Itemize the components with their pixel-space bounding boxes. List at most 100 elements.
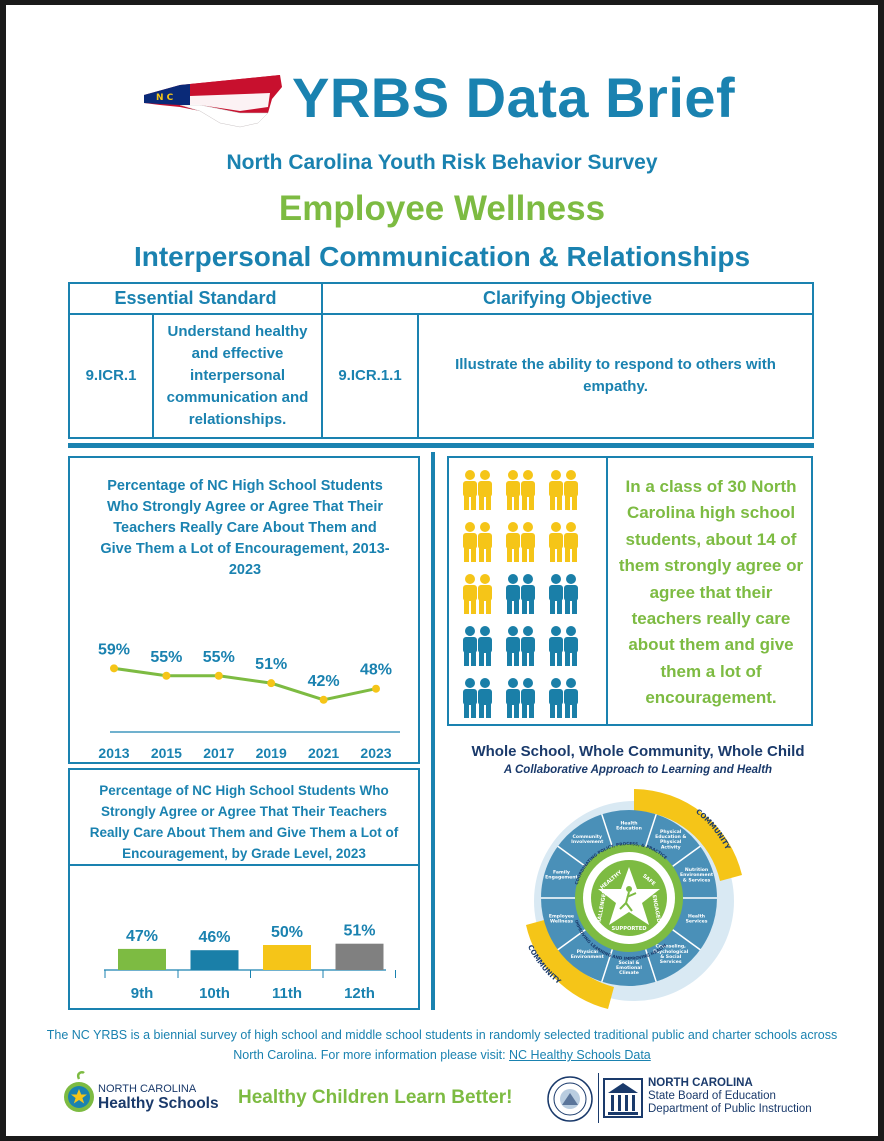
survey-subtitle: North Carolina Youth Risk Behavior Surve…	[226, 151, 658, 174]
grade-tick-9th: 9th	[131, 985, 154, 1002]
grade-label-11th: 50%	[271, 924, 303, 941]
wscc-segment-label: Counseling, Psychological & Social Services	[653, 944, 689, 966]
dpi-building-icon	[603, 1078, 643, 1118]
student-icon	[521, 574, 535, 614]
student-icon	[463, 522, 477, 562]
subtopic-heading: Interpersonal Communication & Relationsh…	[133, 241, 751, 272]
objective-code: 9.ICR.1.1	[321, 313, 419, 439]
tenet-supported: SUPPORTED	[611, 926, 647, 932]
wscc-segment-label: Physical Education & Physical Activity	[655, 829, 686, 851]
student-icon	[521, 678, 535, 718]
student-icon	[521, 626, 535, 666]
column-divider	[431, 452, 435, 1010]
trend-tick-2015: 2015	[151, 745, 182, 761]
trend-label-2015: 55%	[150, 649, 182, 666]
page-title: YRBS Data Brief	[292, 66, 736, 129]
student-icon	[549, 522, 563, 562]
pictogram-text: In a class of 30 North Carolina high sch…	[618, 477, 804, 708]
trend-label-2023: 48%	[360, 662, 392, 679]
student-icon	[506, 470, 520, 510]
student-icon	[564, 470, 578, 510]
student-icon	[463, 470, 477, 510]
logo-separator	[598, 1073, 599, 1123]
dpi-line1: NORTH CAROLINA	[648, 1077, 753, 1089]
trend-label-2021: 42%	[308, 673, 340, 690]
wscc-subtitle: A Collaborative Approach to Learning and…	[503, 764, 773, 776]
student-icon	[463, 574, 477, 614]
student-icon	[549, 574, 563, 614]
student-icon	[478, 678, 492, 718]
objective-text: Illustrate the ability to respond to oth…	[417, 313, 814, 439]
student-icon	[549, 626, 563, 666]
trend-tick-2017: 2017	[203, 745, 234, 761]
wscc-segment-label: Health Services	[686, 913, 708, 924]
community-arc-bottom	[526, 919, 614, 1009]
trend-series-line	[113, 666, 377, 702]
wscc-segment-label: Community Involvement	[571, 834, 604, 845]
grade-bar-11th	[263, 945, 311, 970]
nc-healthy-schools-data-link[interactable]: NC Healthy Schools Data	[509, 1048, 651, 1062]
trend-tick-2013: 2013	[98, 745, 129, 761]
student-icon	[478, 522, 492, 562]
grade-chart-divider	[70, 864, 418, 866]
grade-bar-10th	[190, 950, 239, 970]
dpi-line2: State Board of Education	[648, 1090, 776, 1102]
student-icon	[478, 470, 492, 510]
student-icon	[521, 522, 535, 562]
grade-bar-chart: 47% 9th 46% 10th 50% 11th 51% 12th	[104, 923, 396, 1002]
trend-point-2015	[162, 671, 171, 680]
wscc-segment-label: Employee Wellness	[549, 913, 574, 924]
pictogram-panel: In a class of 30 North Carolina high sch…	[447, 456, 813, 726]
grade-bar-12th	[335, 943, 384, 970]
student-icon	[463, 626, 477, 666]
topic-heading: Employee Wellness	[278, 189, 606, 228]
trend-tick-2019: 2019	[256, 745, 287, 761]
wscc-segment-label: Nutrition Environment & Services	[680, 867, 714, 883]
student-icon	[506, 522, 520, 562]
state-seal-icon	[547, 1076, 593, 1122]
nchs-line2: Healthy Schools	[98, 1095, 219, 1112]
trend-label-2017: 55%	[203, 649, 235, 666]
student-icon	[564, 678, 578, 718]
grade-tick-11th: 11th	[272, 985, 302, 1002]
student-icon	[506, 574, 520, 614]
apple-logo-icon	[64, 1071, 94, 1112]
footer-description: The NC YRBS is a biennial survey of high…	[46, 1028, 838, 1062]
student-icon	[549, 470, 563, 510]
student-pictogram	[463, 470, 578, 718]
footer-text: The NC YRBS is a biennial survey of high…	[46, 1025, 838, 1065]
wscc-model-diagram: COMMUNITY COMMUNITY Health EducationPhysi…	[526, 789, 742, 1009]
wscc-title: Whole School, Whole Community, Whole Chi…	[471, 743, 805, 760]
trend-point-2019	[267, 679, 276, 688]
grade-bar-9th	[118, 948, 166, 970]
slogan: Healthy Children Learn Better!	[238, 1087, 513, 1108]
trend-tick-2023: 2023	[360, 745, 391, 761]
essential-code: 9.ICR.1	[68, 313, 154, 439]
wscc-segment-label: Family Engagement	[545, 869, 578, 880]
wscc-segment-label: Health Education	[616, 820, 642, 831]
tenet-engaged: ENGAGED	[651, 894, 662, 924]
student-icon	[521, 470, 535, 510]
dpi-logo-text: NORTH CAROLINA State Board of Education …	[648, 1077, 812, 1116]
nc-flag-map-icon: N C	[144, 75, 282, 128]
grade-tick-12th: 12th	[344, 985, 375, 1002]
community-arc-top	[634, 789, 742, 881]
grade-label-9th: 47%	[126, 928, 158, 945]
grade-chart-panel: Percentage of NC High School Students Wh…	[68, 768, 420, 1010]
student-icon	[463, 678, 477, 718]
trend-point-2021	[319, 695, 328, 704]
title-row: N C YRBS Data Brief	[6, 65, 878, 145]
student-icon	[478, 626, 492, 666]
page: N C YRBS Data Brief North Carolina Youth…	[6, 5, 878, 1136]
grade-chart-title: Percentage of NC High School Students Wh…	[89, 783, 399, 861]
trend-chart-title: Percentage of NC High School Students Wh…	[100, 478, 390, 578]
trend-point-2017	[214, 671, 223, 680]
student-icon	[564, 522, 578, 562]
student-icon	[564, 574, 578, 614]
student-icon	[506, 678, 520, 718]
nchs-line1: NORTH CAROLINA	[98, 1083, 197, 1095]
dpi-line3: Department of Public Instruction	[648, 1103, 812, 1115]
trend-chart-panel: Percentage of NC High School Students Wh…	[68, 456, 420, 764]
trend-point-2023	[372, 684, 380, 693]
pictogram-divider	[606, 458, 608, 724]
